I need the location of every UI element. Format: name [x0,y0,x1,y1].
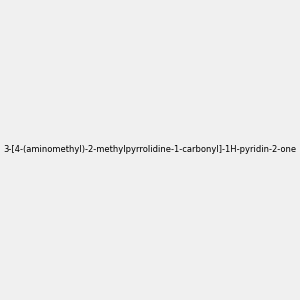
Text: 3-[4-(aminomethyl)-2-methylpyrrolidine-1-carbonyl]-1H-pyridin-2-one: 3-[4-(aminomethyl)-2-methylpyrrolidine-1… [3,146,297,154]
